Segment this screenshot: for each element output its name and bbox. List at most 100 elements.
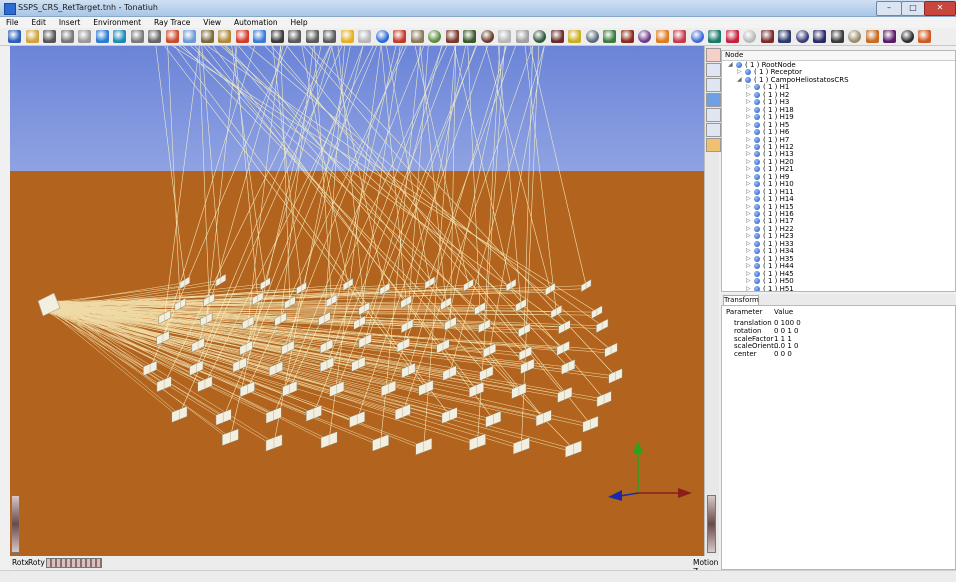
tree-item[interactable]: ( 1 ) H20: [763, 157, 794, 166]
minimize-button[interactable]: –: [876, 1, 902, 16]
cut-icon[interactable]: [165, 30, 179, 43]
menu-help[interactable]: Help: [290, 18, 308, 27]
shape-b-icon[interactable]: [708, 30, 721, 43]
expand-arrow-icon[interactable]: ▷: [746, 284, 751, 292]
parameter-value[interactable]: 0 0 1 0: [774, 326, 799, 335]
tree-item[interactable]: ( 1 ) H7: [763, 135, 790, 144]
tree-item[interactable]: ( 1 ) H35: [763, 254, 794, 263]
photon-icon[interactable]: [393, 30, 406, 43]
expand-arrow-icon[interactable]: ▷: [746, 217, 751, 225]
tree-item[interactable]: ( 1 ) H50: [763, 277, 794, 286]
trace-export-icon[interactable]: [305, 30, 319, 43]
tree-item[interactable]: ( 1 ) H5: [763, 120, 790, 129]
tree-item[interactable]: ( 1 ) RootNode: [745, 61, 796, 69]
expand-arrow-icon[interactable]: ▷: [746, 105, 751, 113]
shape-d-icon[interactable]: [743, 30, 756, 43]
expand-arrow-icon[interactable]: ▷: [746, 187, 751, 195]
expand-arrow-icon[interactable]: ▷: [746, 98, 751, 106]
print-icon[interactable]: [78, 30, 91, 43]
expand-arrow-icon[interactable]: ▷: [746, 269, 751, 277]
roty-wheel[interactable]: [46, 558, 102, 568]
tree-item[interactable]: ( 1 ) H2: [763, 90, 790, 99]
tree-item[interactable]: ( 1 ) H1: [763, 83, 790, 92]
tracker-icon[interactable]: [428, 30, 441, 43]
node-icon[interactable]: [253, 30, 266, 43]
box-icon[interactable]: [638, 30, 651, 43]
shape-m-icon[interactable]: [900, 30, 914, 43]
tree-item[interactable]: ( 1 ) H18: [763, 105, 794, 114]
save-icon[interactable]: [43, 30, 56, 43]
seek-icon[interactable]: [706, 108, 721, 122]
3d-viewport[interactable]: [10, 46, 719, 556]
paste-icon[interactable]: [200, 30, 214, 43]
shape-n-icon[interactable]: [918, 30, 931, 43]
tree-item[interactable]: ( 1 ) H12: [763, 142, 794, 151]
undo-icon[interactable]: [113, 30, 126, 43]
sphere-icon[interactable]: [375, 30, 389, 43]
mirror-icon[interactable]: [620, 30, 634, 43]
lens-icon[interactable]: [673, 30, 686, 43]
view-mode-icon[interactable]: [706, 63, 721, 77]
tree-item[interactable]: ( 1 ) Receptor: [754, 68, 802, 77]
dropdown-icon[interactable]: [148, 30, 161, 43]
tree-item[interactable]: ( 1 ) H23: [763, 232, 794, 241]
shape-f-icon[interactable]: [778, 30, 791, 43]
menu-edit[interactable]: Edit: [31, 18, 46, 27]
grid-icon[interactable]: [358, 30, 371, 43]
parabolic-dish-icon[interactable]: [550, 30, 564, 43]
expand-arrow-icon[interactable]: ▷: [746, 128, 751, 136]
shape-g-icon[interactable]: [795, 30, 809, 43]
light-icon[interactable]: [706, 138, 721, 152]
menu-ray-trace[interactable]: Ray Trace: [154, 18, 191, 27]
zoom-wheel[interactable]: [707, 495, 716, 553]
shape-c-icon[interactable]: [725, 30, 739, 43]
parameter-value[interactable]: 1 1 1: [774, 334, 792, 343]
expand-arrow-icon[interactable]: ▷: [746, 247, 751, 255]
select-tool-icon[interactable]: [706, 48, 721, 62]
expand-arrow-icon[interactable]: ▷: [746, 172, 751, 180]
tree-item[interactable]: ( 1 ) H14: [763, 195, 794, 204]
sun-icon[interactable]: [340, 30, 354, 43]
shape-e-icon[interactable]: [760, 30, 774, 43]
expand-arrow-icon[interactable]: ▷: [746, 135, 751, 143]
heliostat-icon[interactable]: [410, 30, 424, 43]
expand-arrow-icon[interactable]: ◢: [737, 75, 742, 83]
perspective-icon[interactable]: [706, 123, 721, 137]
parameter-value[interactable]: 0 100 0: [774, 319, 801, 327]
shape-i-icon[interactable]: [830, 30, 844, 43]
tree-item[interactable]: ( 1 ) CampoHeliostatosCRS: [754, 75, 849, 84]
tree-item[interactable]: ( 1 ) H17: [763, 217, 794, 226]
expand-arrow-icon[interactable]: ▷: [746, 239, 751, 247]
expand-arrow-icon[interactable]: ▷: [746, 150, 751, 158]
paraboloid-icon[interactable]: [515, 30, 529, 43]
tree-item[interactable]: ( 1 ) H22: [763, 224, 794, 233]
maximize-button[interactable]: □: [901, 1, 925, 16]
save-as-icon[interactable]: [60, 30, 74, 43]
trace-options-icon[interactable]: [323, 30, 336, 43]
expand-arrow-icon[interactable]: ▷: [746, 83, 751, 91]
expand-arrow-icon[interactable]: ▷: [746, 232, 751, 240]
expand-arrow-icon[interactable]: ▷: [746, 202, 751, 210]
delete-icon[interactable]: [235, 30, 249, 43]
surface-icon[interactable]: [270, 30, 284, 43]
parameter-value[interactable]: 0 0 1 0: [774, 342, 799, 351]
close-button[interactable]: ✕: [924, 1, 956, 16]
checker-icon[interactable]: [568, 30, 581, 43]
rotx-wheel[interactable]: [11, 495, 20, 553]
new-icon[interactable]: [8, 30, 21, 43]
redo-icon[interactable]: [130, 30, 144, 43]
menu-insert[interactable]: Insert: [58, 18, 81, 27]
trough-icon[interactable]: [603, 30, 616, 43]
paste-link-icon[interactable]: [218, 30, 231, 43]
expand-arrow-icon[interactable]: ▷: [746, 90, 751, 98]
expand-arrow-icon[interactable]: ▷: [746, 142, 751, 150]
expand-arrow-icon[interactable]: ▷: [737, 68, 742, 76]
trace-icon[interactable]: [288, 30, 301, 43]
expand-arrow-icon[interactable]: ▷: [746, 157, 751, 165]
disk-icon[interactable]: [498, 30, 511, 43]
menu-file[interactable]: File: [6, 18, 19, 27]
shape-k-icon[interactable]: [865, 30, 879, 43]
tree-item[interactable]: ( 1 ) H10: [763, 180, 794, 189]
menu-environment[interactable]: Environment: [93, 18, 142, 27]
expand-arrow-icon[interactable]: ▷: [746, 262, 751, 270]
